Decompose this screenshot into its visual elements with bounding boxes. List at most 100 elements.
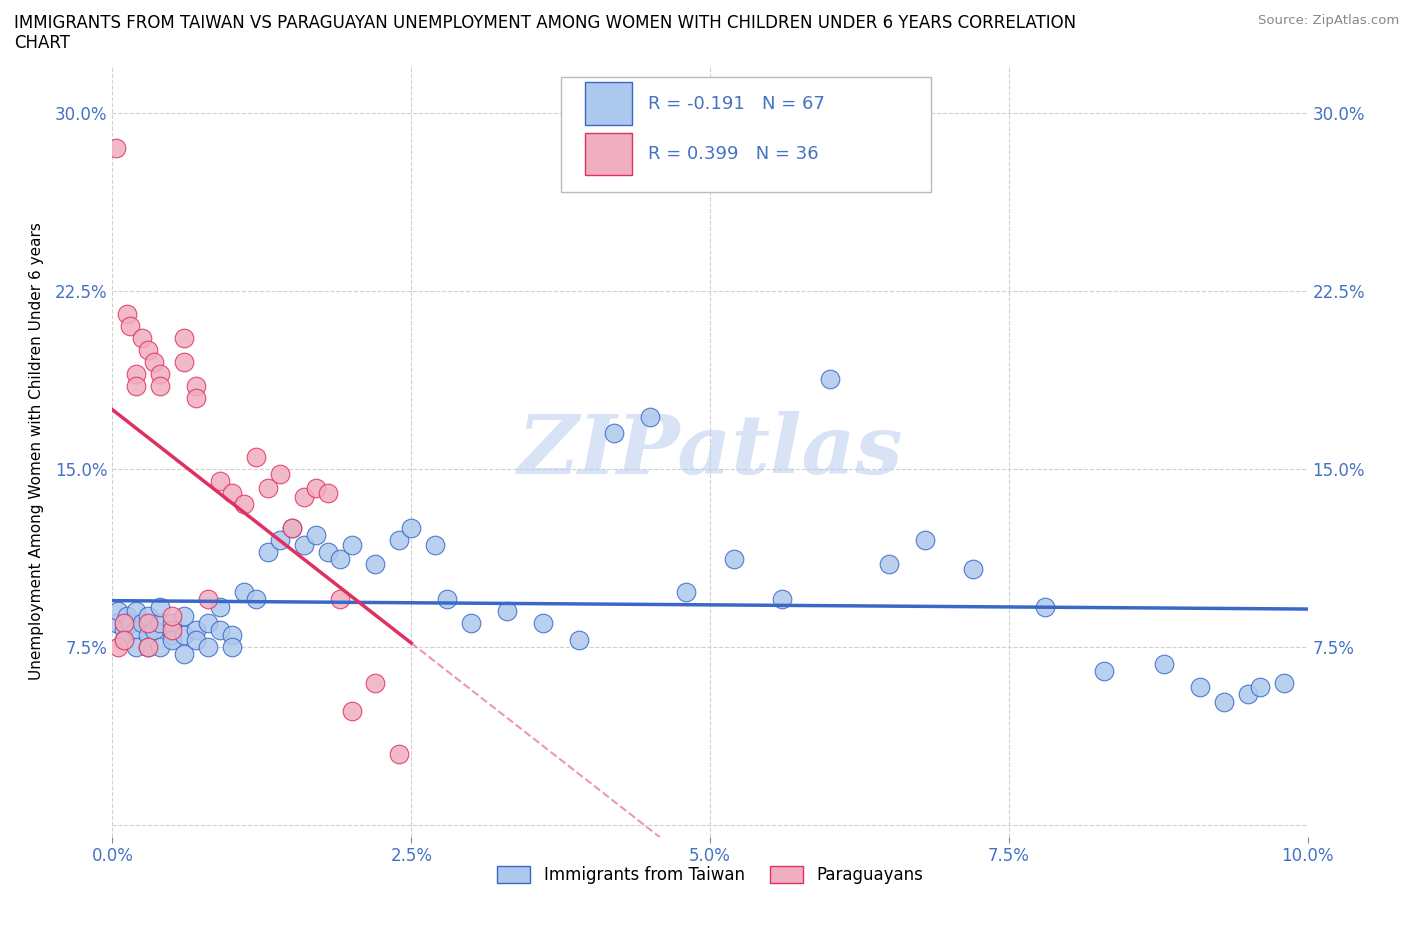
Point — [460, 616, 482, 631]
Point — [105, 616, 128, 631]
Text: R = -0.191   N = 67: R = -0.191 N = 67 — [648, 95, 825, 113]
Point — [149, 599, 172, 614]
Point — [125, 640, 148, 655]
Point — [233, 497, 256, 512]
Point — [305, 481, 328, 496]
Point — [173, 608, 195, 623]
Point — [125, 604, 148, 618]
Point — [281, 521, 304, 536]
Point — [115, 608, 138, 623]
Y-axis label: Unemployment Among Women with Children Under 6 years: Unemployment Among Women with Children U… — [30, 222, 44, 680]
Point — [120, 319, 142, 334]
Point — [257, 481, 280, 496]
Point — [568, 632, 591, 647]
Point — [496, 604, 519, 618]
Point — [436, 592, 458, 607]
Point — [340, 538, 363, 552]
Point — [138, 616, 160, 631]
FancyBboxPatch shape — [585, 83, 633, 125]
FancyBboxPatch shape — [585, 133, 633, 175]
Point — [603, 426, 626, 441]
Point — [209, 599, 232, 614]
Point — [257, 545, 280, 560]
Point — [364, 675, 387, 690]
Point — [149, 379, 172, 393]
Point — [221, 485, 243, 500]
Point — [162, 632, 183, 647]
Point — [401, 521, 423, 536]
Point — [1213, 694, 1236, 709]
Point — [209, 623, 232, 638]
Text: CHART: CHART — [14, 34, 70, 52]
Point — [149, 640, 172, 655]
Point — [269, 533, 291, 548]
Point — [186, 379, 208, 393]
Point — [640, 409, 662, 424]
Point — [138, 628, 160, 643]
Point — [114, 632, 135, 647]
Point — [1033, 599, 1056, 614]
Point — [329, 551, 352, 566]
Point — [388, 747, 411, 762]
Point — [531, 616, 554, 631]
Point — [114, 616, 135, 631]
Point — [173, 646, 195, 661]
Point — [364, 556, 387, 571]
Point — [269, 466, 291, 481]
Point — [675, 585, 697, 600]
Point — [114, 632, 135, 647]
Point — [221, 640, 243, 655]
Text: ZIPatlas: ZIPatlas — [517, 411, 903, 491]
Point — [162, 616, 183, 631]
Point — [162, 623, 183, 638]
Legend: Immigrants from Taiwan, Paraguayans: Immigrants from Taiwan, Paraguayans — [491, 859, 929, 890]
Point — [138, 342, 160, 357]
Point — [1237, 687, 1260, 702]
Point — [233, 585, 256, 600]
Point — [107, 604, 129, 618]
Point — [138, 640, 160, 655]
Point — [173, 354, 195, 369]
Text: Source: ZipAtlas.com: Source: ZipAtlas.com — [1258, 14, 1399, 27]
Point — [162, 628, 183, 643]
Point — [107, 640, 129, 655]
Point — [125, 623, 148, 638]
Point — [115, 307, 138, 322]
Point — [173, 628, 195, 643]
Point — [143, 354, 166, 369]
Point — [186, 391, 208, 405]
Point — [221, 628, 243, 643]
Point — [292, 538, 315, 552]
Point — [340, 704, 363, 719]
Point — [197, 616, 219, 631]
Point — [114, 623, 135, 638]
Point — [186, 632, 208, 647]
Point — [149, 616, 172, 631]
Point — [186, 623, 208, 638]
Point — [138, 608, 160, 623]
Point — [125, 379, 148, 393]
Point — [105, 140, 128, 155]
Point — [245, 449, 267, 464]
Point — [316, 545, 339, 560]
Point — [316, 485, 339, 500]
Text: IMMIGRANTS FROM TAIWAN VS PARAGUAYAN UNEMPLOYMENT AMONG WOMEN WITH CHILDREN UNDE: IMMIGRANTS FROM TAIWAN VS PARAGUAYAN UNE… — [14, 14, 1076, 32]
Point — [197, 592, 219, 607]
Point — [292, 490, 315, 505]
Point — [197, 640, 219, 655]
Point — [138, 640, 160, 655]
Point — [770, 592, 793, 607]
Point — [209, 473, 232, 488]
Point — [329, 592, 352, 607]
Point — [818, 371, 841, 386]
Point — [305, 528, 328, 543]
FancyBboxPatch shape — [561, 76, 931, 193]
Point — [281, 521, 304, 536]
Point — [1189, 680, 1212, 695]
Point — [879, 556, 901, 571]
Point — [1094, 663, 1116, 678]
Point — [162, 608, 183, 623]
Point — [149, 366, 172, 381]
Point — [143, 623, 166, 638]
Point — [914, 533, 936, 548]
